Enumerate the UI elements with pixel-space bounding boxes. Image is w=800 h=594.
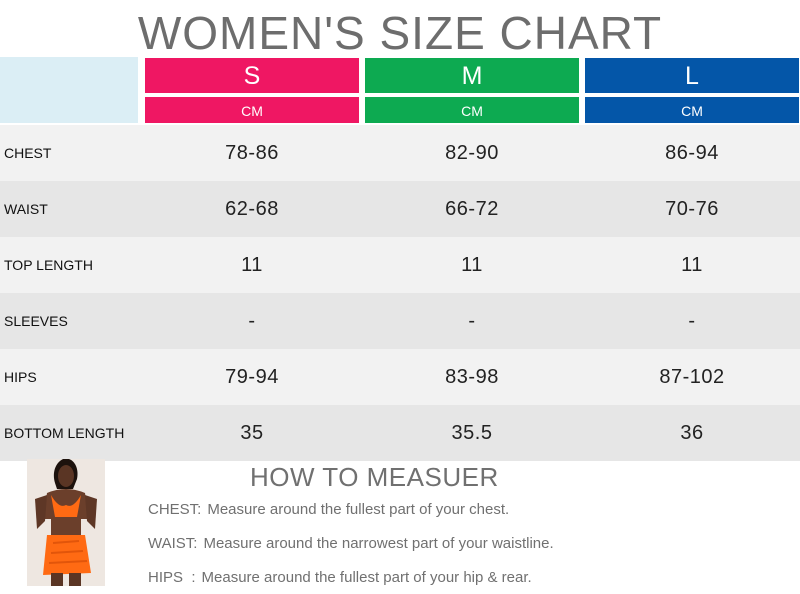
size-m-unit: CM (365, 97, 579, 123)
cell-m: 82-90 (445, 142, 499, 164)
model-photo (27, 459, 105, 586)
cell-l: 86-94 (665, 142, 719, 164)
size-s-unit: CM (145, 97, 359, 123)
cell-s: 35 (240, 422, 264, 444)
size-l-header: L (585, 58, 799, 93)
measure-key: HIPS : (148, 569, 196, 586)
row-sleeves: SLEEVES - - - (0, 293, 800, 349)
size-m-header: M (365, 58, 579, 93)
chart-title: WOMEN'S SIZE CHART (137, 7, 663, 59)
measure-hips: HIPS : Measure around the fullest part of… (148, 569, 532, 587)
measure-text: Measure around the fullest part of your … (201, 569, 532, 586)
row-label: WAIST (4, 201, 48, 217)
cell-m: - (468, 310, 476, 332)
measure-chest: CHEST: Measure around the fullest part of… (148, 501, 509, 519)
cell-s: 79-94 (225, 366, 279, 388)
cell-s: 62-68 (225, 198, 279, 220)
how-to-measure-heading: HOW TO MEASUER (250, 462, 499, 492)
size-s-header: S (145, 58, 359, 93)
row-waist: WAIST 62-68 66-72 70-76 (0, 181, 800, 237)
measure-waist: WAIST: Measure around the narrowest part … (148, 535, 554, 553)
cell-m: 83-98 (445, 366, 499, 388)
row-label: HIPS (4, 369, 37, 385)
row-label: CHEST (4, 145, 52, 161)
row-chest: CHEST 78-86 82-90 86-94 (0, 125, 800, 181)
cell-s: 11 (241, 254, 263, 276)
row-bottom-length: BOTTOM LENGTH 35 35.5 36 (0, 405, 800, 461)
measure-text: Measure around the narrowest part of you… (203, 535, 554, 552)
measure-key: WAIST: (148, 535, 198, 552)
header-corner-cell (0, 57, 138, 123)
row-top-length: TOP LENGTH 11 11 11 (0, 237, 800, 293)
row-label: BOTTOM LENGTH (4, 425, 125, 441)
cell-m: 11 (461, 254, 483, 276)
cell-m: 35.5 (451, 422, 493, 444)
row-hips: HIPS 79-94 83-98 87-102 (0, 349, 800, 405)
cell-l: 70-76 (665, 198, 719, 220)
cell-l: 87-102 (659, 366, 725, 388)
cell-l: - (688, 310, 696, 332)
cell-l: 11 (681, 254, 703, 276)
cell-s: 78-86 (225, 142, 279, 164)
row-label: SLEEVES (4, 313, 68, 329)
row-label: TOP LENGTH (4, 257, 93, 273)
cell-s: - (248, 310, 256, 332)
measure-key: CHEST: (148, 501, 202, 518)
model-photo-illustration (27, 459, 105, 586)
cell-l: 36 (680, 422, 704, 444)
size-l-unit: CM (585, 97, 799, 123)
measure-text: Measure around the fullest part of your … (207, 501, 510, 518)
cell-m: 66-72 (445, 198, 499, 220)
